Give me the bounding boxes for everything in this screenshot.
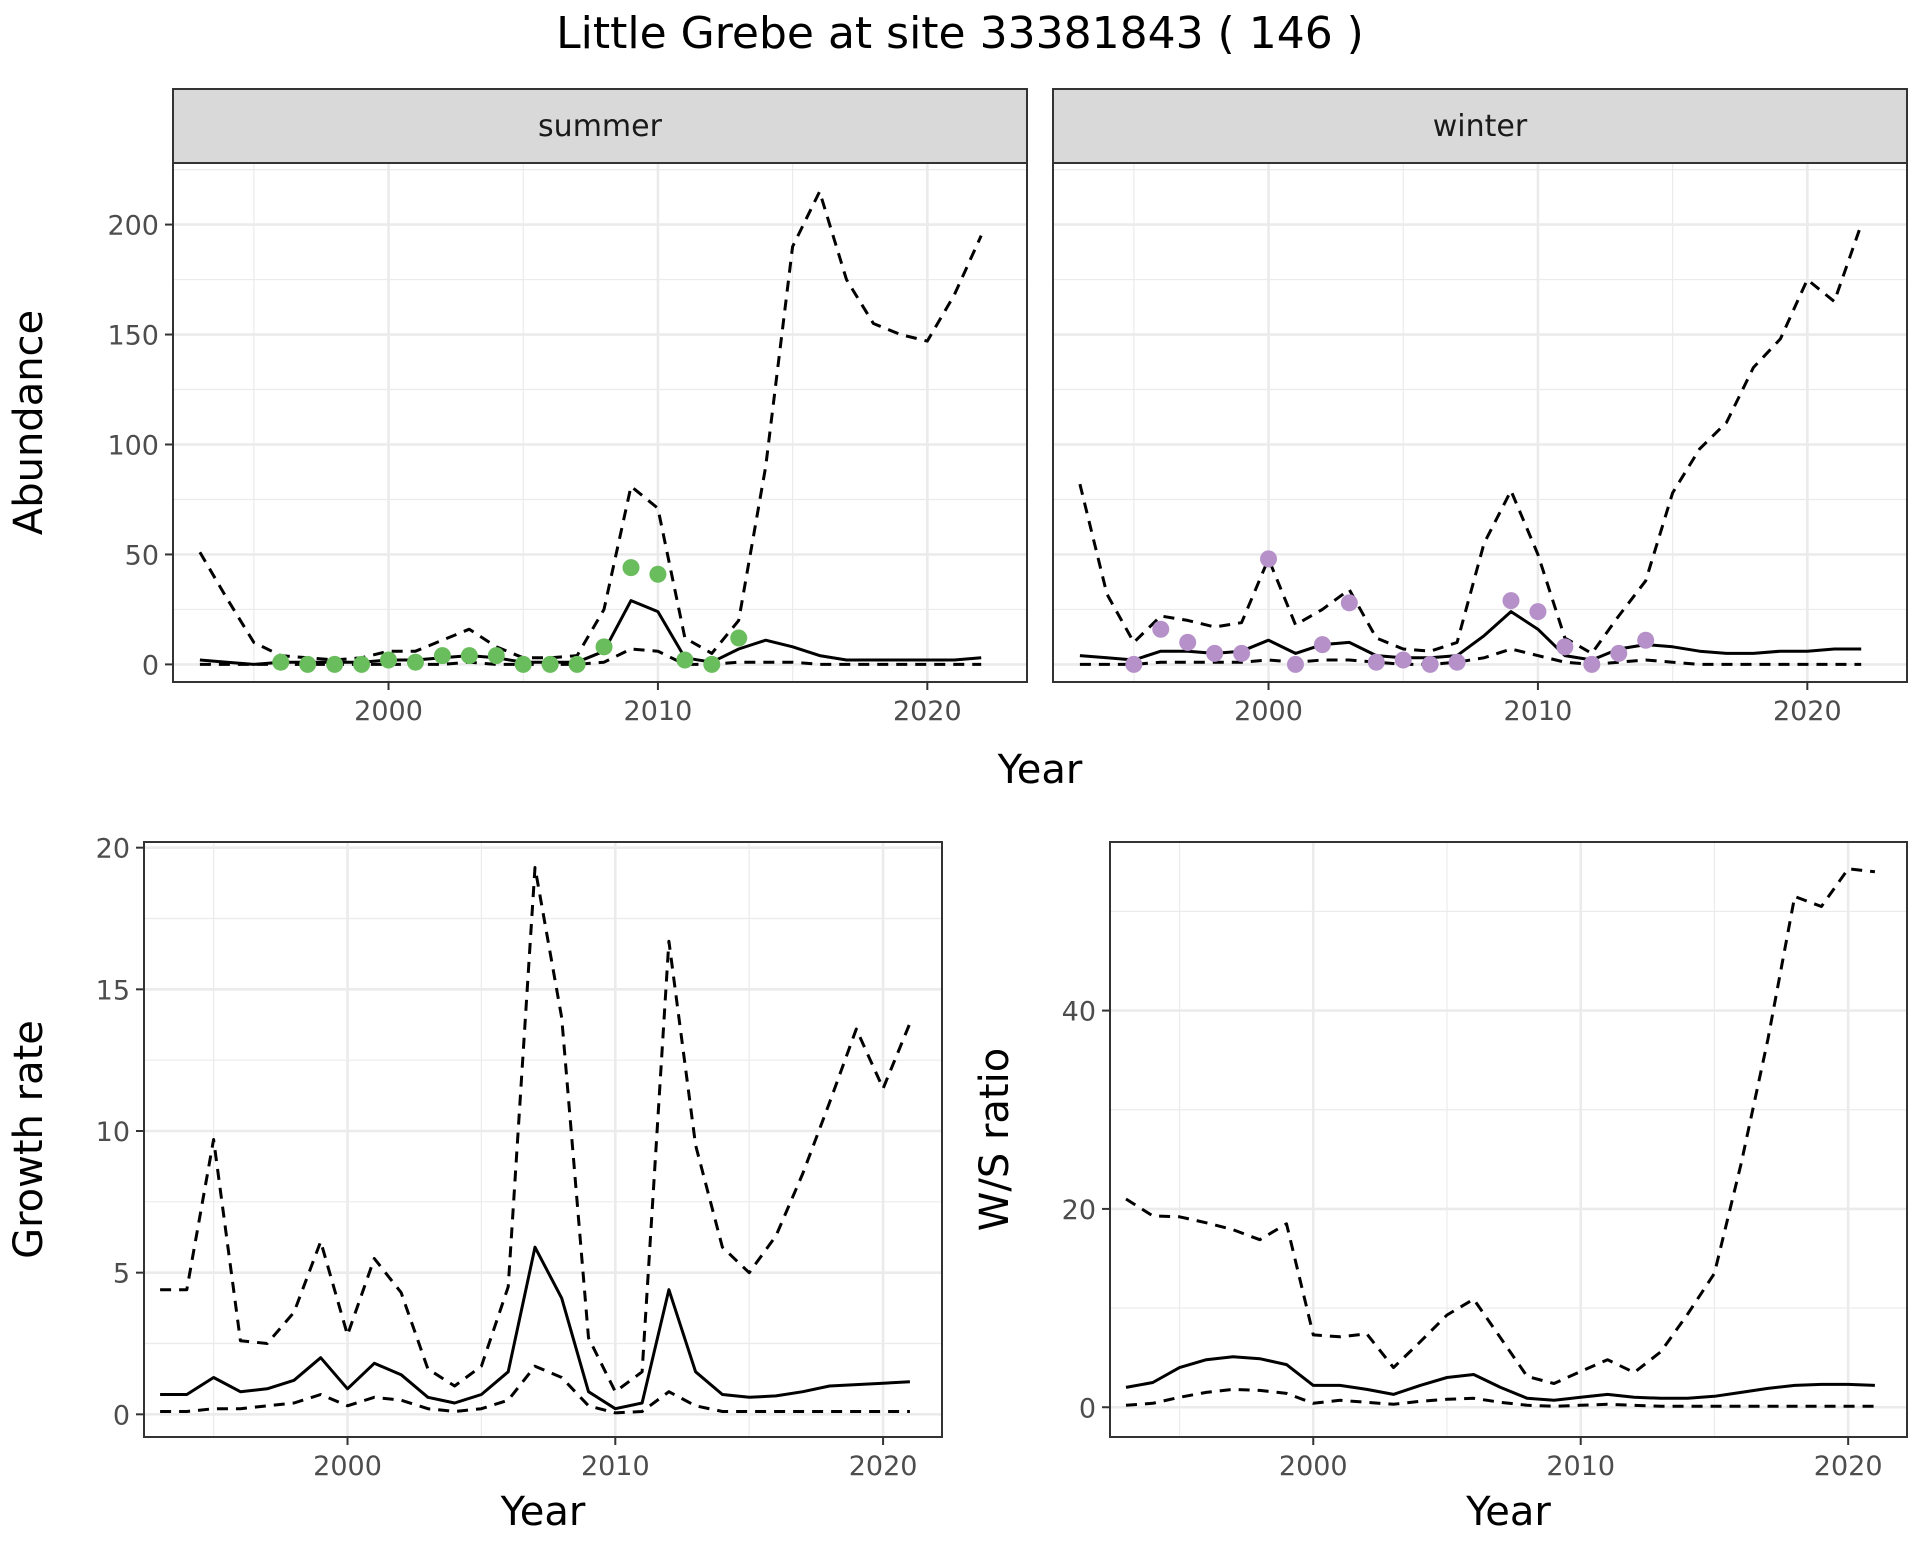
- data-point: [1502, 592, 1520, 610]
- x-tick-label: 2020: [849, 1451, 918, 1482]
- y-tick-label: 100: [107, 430, 159, 461]
- x-axis-title: Year: [500, 1489, 586, 1535]
- data-point: [1233, 644, 1251, 662]
- series-line-lower: [1125, 1387, 1875, 1408]
- y-tick-label: 20: [1062, 1195, 1096, 1226]
- data-point: [1125, 655, 1143, 673]
- x-tick-label: 2020: [893, 696, 962, 727]
- y-axis-title: Abundance: [6, 310, 52, 535]
- data-point: [514, 655, 532, 673]
- data-point: [541, 655, 559, 673]
- facet-strip: [1052, 88, 1908, 164]
- series-line-upper: [1078, 224, 1863, 655]
- y-tick-label: 150: [107, 321, 159, 352]
- data-point: [1179, 633, 1197, 651]
- data-point: [1529, 603, 1547, 621]
- series-line-estimate: [1125, 1355, 1875, 1402]
- data-point: [1367, 653, 1385, 671]
- x-tick-label: 2000: [1234, 696, 1303, 727]
- series-line-lower: [160, 1364, 910, 1415]
- panel-3: 2000 2010 2020 0 5 10 15 20 Growth rate Year: [6, 834, 943, 1535]
- data-point: [487, 647, 505, 665]
- x-tick-label: 2020: [1773, 696, 1842, 727]
- panel-border: [1109, 841, 1908, 1438]
- x-tick-label: 2010: [1546, 1451, 1615, 1482]
- y-axis-title: Growth rate: [6, 1020, 52, 1259]
- data-point: [406, 653, 424, 671]
- y-tick-label: 0: [113, 1400, 130, 1431]
- y-tick-label: 10: [96, 1117, 130, 1148]
- x-tick-label: 2000: [313, 1451, 382, 1482]
- panel-border: [143, 841, 943, 1438]
- x-axis-title-shared: Year: [997, 747, 1083, 793]
- x-tick-label: 2020: [1814, 1451, 1883, 1482]
- x-tick-label: 2000: [354, 696, 423, 727]
- data-point: [1206, 644, 1224, 662]
- y-tick-label: 20: [96, 834, 130, 865]
- series-line-upper: [160, 866, 912, 1394]
- y-tick-label: 50: [125, 540, 159, 571]
- data-point: [433, 647, 451, 665]
- x-tick-label: 2000: [1279, 1451, 1348, 1482]
- y-tick-label: 0: [1079, 1393, 1096, 1424]
- facet-label: summer: [538, 109, 663, 144]
- data-point: [649, 565, 667, 583]
- panel-background: [144, 842, 942, 1437]
- x-tick-label: 2010: [1504, 696, 1573, 727]
- data-point: [1556, 638, 1574, 656]
- panel-4: 2000 2010 2020 0 20 40 W/S ratio Year: [972, 841, 1908, 1535]
- series-line-upper: [1125, 867, 1876, 1385]
- y-tick-label: 15: [96, 975, 130, 1006]
- data-point: [1260, 550, 1278, 568]
- data-point: [1583, 655, 1601, 673]
- data-point: [622, 559, 640, 577]
- y-axis-title: W/S ratio: [972, 1048, 1018, 1231]
- data-point: [353, 655, 371, 673]
- data-point: [1448, 653, 1466, 671]
- panel-background: [1053, 163, 1907, 682]
- data-point: [299, 655, 317, 673]
- data-point: [1610, 644, 1628, 662]
- series-line-lower: [1079, 647, 1862, 666]
- y-tick-label: 200: [107, 211, 159, 242]
- x-tick-label: 2010: [581, 1451, 650, 1482]
- panel-1: summer 2000 2010 2020 0 50 100 150 200 Abundance: [6, 88, 1028, 727]
- y-tick-label: 0: [142, 650, 159, 681]
- data-point: [1152, 620, 1170, 638]
- series-line-lower: [199, 647, 982, 666]
- data-point: [1286, 655, 1304, 673]
- data-point: [326, 655, 344, 673]
- data-point: [676, 651, 694, 669]
- panel-background: [173, 163, 1027, 682]
- y-tick-label: 40: [1062, 997, 1096, 1028]
- data-point: [703, 655, 721, 673]
- facet-label: winter: [1433, 109, 1528, 144]
- data-point: [1313, 636, 1331, 654]
- x-axis-title: Year: [1465, 1489, 1551, 1535]
- data-point: [1637, 631, 1655, 649]
- data-point: [730, 629, 748, 647]
- panel-2: winter 2000 2010 2020: [1052, 88, 1908, 727]
- data-point: [568, 655, 586, 673]
- main-title: Little Grebe at site 33381843 ( 146 ): [556, 8, 1364, 59]
- data-point: [1394, 651, 1412, 669]
- data-point: [272, 653, 290, 671]
- x-tick-label: 2010: [624, 696, 693, 727]
- data-point: [380, 651, 398, 669]
- data-point: [1421, 655, 1439, 673]
- facet-strip: [172, 88, 1028, 164]
- data-point: [460, 647, 478, 665]
- series-line-estimate: [160, 1245, 910, 1411]
- y-tick-label: 5: [113, 1259, 130, 1290]
- data-point: [595, 638, 613, 656]
- data-point: [1340, 594, 1358, 612]
- panel-background: [1110, 842, 1907, 1437]
